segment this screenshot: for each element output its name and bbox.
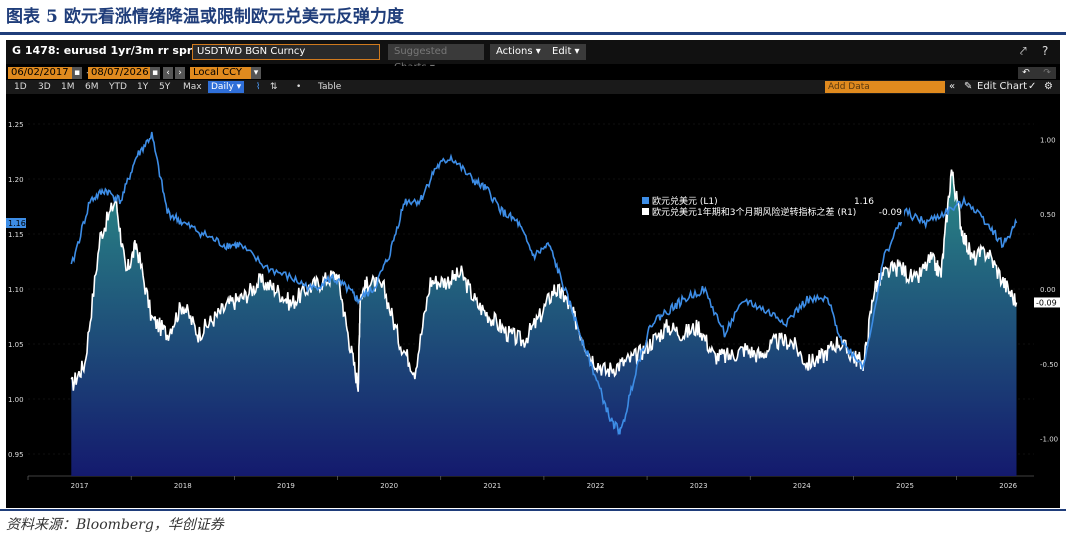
rr-spread-line [70,169,1018,392]
chart-area: 1.25 1.20 1.15 1.10 1.05 1.00 0.95 1.00 0.50 0.0… [6,121,1060,490]
check-icon[interactable]: ✓ [1028,81,1037,92]
right-tick-label: 0.00 [1040,286,1056,294]
right-tick-label: -0.50 [1040,361,1058,369]
left-tick-label: 1.05 [8,341,24,349]
undo-icon[interactable]: ↶ [1022,68,1030,78]
x-axis: 2017 2018 2019 2020 2021 2022 2023 2024 2025 2026 [27,476,1018,490]
left-tick-label: 1.00 [8,396,24,404]
right-tick-label: 0.50 [1040,211,1056,219]
next-arrow-icon[interactable]: › [175,67,185,79]
chart-ticker: G 1478: eurusd 1yr/3m rr spread [12,44,215,57]
redo-icon[interactable]: ↷ [1043,68,1051,78]
period-3d[interactable]: 3D [38,82,51,92]
right-axis: 1.00 0.50 0.00 -0.50 -1.00 [1040,136,1058,443]
right-tick-label: 1.00 [1040,136,1056,144]
eurusd-last-value: 1.16 [8,219,26,228]
period-1m[interactable]: 1M [61,82,75,92]
frequency-select[interactable]: Daily ▾ [208,81,245,93]
actions-button[interactable]: Actions ▾ [490,44,547,60]
period-bar: 1D 3D 1M 6M YTD 1Y 5Y Max Daily ▾ ⌇ ⇅ • … [6,80,1060,94]
left-tick-label: 1.10 [8,286,24,294]
left-tick-label: 0.95 [8,451,24,459]
source-rule [0,509,1066,511]
help-icon[interactable]: ? [1042,44,1049,58]
gear-icon[interactable]: ⚙ [1044,81,1053,92]
edit-chart-button[interactable]: Edit Chart [977,81,1028,92]
actions-label: Actions [496,46,533,57]
legend-label-rr: 欧元兑美元1年期和3个月期风险逆转指标之差 (R1) [652,206,856,218]
edit-label: Edit [552,46,572,57]
figure-number: 5 [46,7,58,27]
dot-icon[interactable]: • [296,82,302,92]
undo-redo-group [1018,67,1056,79]
x-tick-label: 2023 [690,482,708,490]
security-input[interactable]: USDTWD BGN Curncy [192,44,380,60]
chevron-down-icon[interactable]: ▾ [251,67,261,79]
left-tick-label: 1.15 [8,231,24,239]
sort-icon[interactable]: ⇅ [270,82,278,92]
legend-box [638,194,904,222]
caption-rule [0,32,1066,35]
line-chart-icon[interactable]: ⌇ [256,82,261,92]
period-6m[interactable]: 6M [85,82,99,92]
end-date-input[interactable]: 08/07/2026 [88,67,152,79]
x-tick-label: 2022 [587,482,605,490]
figure-caption: 图表 5 欧元看涨情绪降温或限制欧元兑美元反弹力度 [6,4,404,30]
calendar-icon-start[interactable]: ▪ [72,67,82,79]
right-tick-label: -1.00 [1040,436,1058,444]
legend-swatch-eurusd [642,197,649,204]
x-tick-label: 2025 [896,482,914,490]
x-tick-label: 2018 [174,482,192,490]
period-1d[interactable]: 1D [14,82,27,92]
add-data-input[interactable]: Add Data [825,81,945,93]
x-tick-label: 2024 [793,482,811,490]
x-tick-label: 2017 [71,482,89,490]
title-bar: G 1478: eurusd 1yr/3m rr spread USDTWD B… [6,40,1060,73]
pencil-icon[interactable]: ✎ [964,81,973,92]
eurusd-last-tag [6,218,26,228]
table-button[interactable]: Table [318,82,342,92]
prev-arrow-icon[interactable]: ‹ [163,67,173,79]
eurusd-line [70,131,1018,436]
edit-button[interactable]: Edit ▾ [546,44,586,60]
double-chevron-left-icon[interactable]: « [949,81,956,92]
left-axis: 1.25 1.20 1.15 1.10 1.05 1.00 0.95 [8,121,24,459]
frequency-label: Daily [211,82,234,92]
bloomberg-chart-window: G 1478: eurusd 1yr/3m rr spread USDTWD B… [6,40,1060,508]
legend-value-rr: -0.09 [879,208,903,218]
legend-label-eurusd: 欧元兑美元 (L1) [652,195,718,207]
x-tick-label: 2020 [380,482,398,490]
left-tick-label: 1.20 [8,176,24,184]
figure-title: 欧元看涨情绪降温或限制欧元兑美元反弹力度 [63,7,404,27]
legend-swatch-rr [642,208,649,215]
x-tick-label: 2021 [483,482,501,490]
x-tick-label: 2019 [277,482,295,490]
period-max[interactable]: Max [183,82,202,92]
export-icon[interactable]: ⤤ [1020,44,1027,58]
suggested-charts-button[interactable]: Suggested Charts ▾ [388,44,484,73]
source-note: 资料来源：Bloomberg，华创证券 [6,517,224,533]
period-ytd[interactable]: YTD [109,82,127,92]
start-date-input[interactable]: 06/02/2017 [8,67,72,79]
calendar-icon-end[interactable]: ▪ [150,67,160,79]
left-tick-label: 1.25 [8,121,24,129]
figure-label: 图表 [6,7,40,27]
x-tick-label: 2026 [999,482,1017,490]
legend-value-eurusd: 1.16 [854,197,874,207]
rr-spread-area [71,169,1017,476]
period-5y[interactable]: 5Y [159,82,171,92]
period-1y[interactable]: 1Y [137,82,149,92]
currency-select[interactable]: Local CCY [190,67,256,79]
rr-last-value: -0.09 [1036,298,1057,307]
rr-last-tag [1034,297,1060,308]
date-bar: 06/02/2017 ▪ - 08/07/2026 ▪ ‹ › Local CC… [6,66,1060,80]
